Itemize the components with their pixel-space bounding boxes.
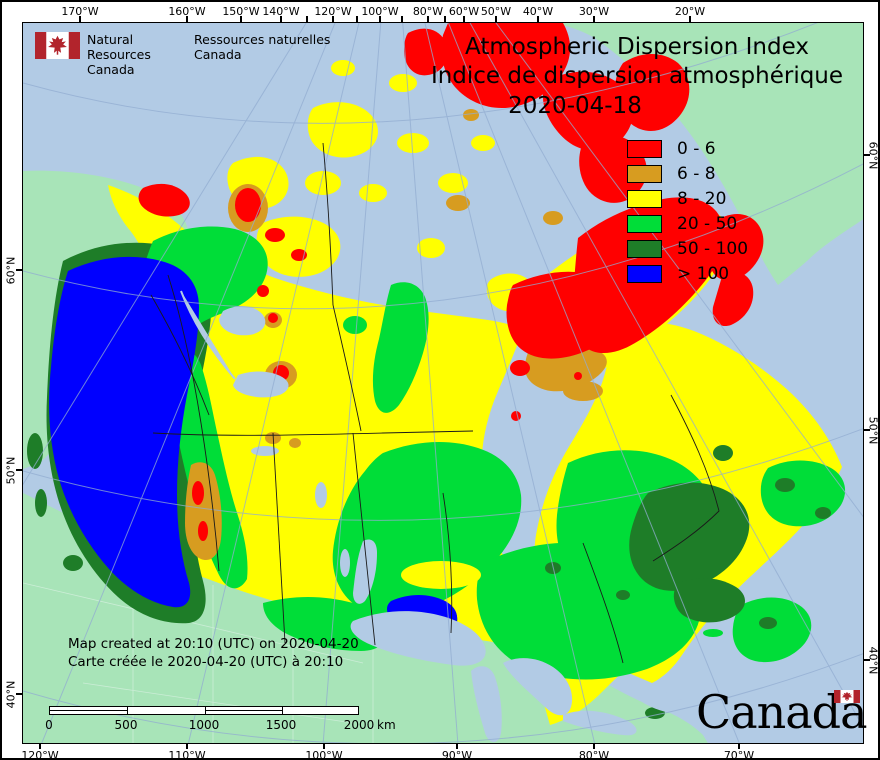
- scale-unit: km: [377, 718, 396, 732]
- legend-item: 20 - 50: [627, 211, 748, 236]
- created-en: Map created at 20:10 (UTC) on 2020-04-20: [68, 636, 359, 652]
- scale-bar: [49, 706, 359, 715]
- lon-label: 50°W: [480, 5, 512, 18]
- lon-label: 160°W: [168, 5, 206, 18]
- lon-label: 120°W: [314, 5, 352, 18]
- legend-label: 6 - 8: [677, 163, 716, 184]
- legend-swatch-over-100: [627, 264, 662, 283]
- nrcan-fr-line2: Canada: [194, 47, 242, 62]
- lon-label: 170°W: [61, 5, 99, 18]
- lon-label: 70°W: [723, 749, 755, 760]
- map-created-note: Map created at 20:10 (UTC) on 2020-04-20…: [68, 635, 359, 671]
- graticule-lines: [23, 23, 863, 743]
- legend-label: 0 - 6: [677, 138, 716, 159]
- lon-label: 100°W: [305, 749, 343, 760]
- province-borders: [150, 142, 720, 664]
- legend-item: 0 - 6: [627, 136, 748, 161]
- legend-item: 6 - 8: [627, 161, 748, 186]
- scale-bar-labels: 0 500 1000 1500 2000 km: [45, 718, 395, 732]
- legend-label: > 100: [677, 263, 730, 284]
- nrcan-en-line2: Canada: [87, 62, 135, 77]
- wordmark-flag-icon: [834, 690, 860, 703]
- map-canvas: [23, 23, 863, 743]
- title-date: 2020-04-18: [508, 93, 642, 119]
- created-fr: Carte créée le 2020-04-20 (UTC) à 20:10: [68, 654, 344, 670]
- legend-item: 50 - 100: [627, 236, 748, 261]
- lon-label: 60°W: [448, 5, 480, 18]
- canada-flag-icon: [35, 32, 80, 59]
- map-frame: [22, 22, 864, 744]
- legend-label: 20 - 50: [677, 213, 738, 234]
- legend-swatch-6-8: [627, 164, 662, 183]
- lon-label: 150°W: [222, 5, 260, 18]
- lon-label: 140°W: [262, 5, 300, 18]
- lon-label: 80°W: [578, 749, 610, 760]
- scale-label: 1500: [265, 718, 297, 732]
- lon-label: 20°W: [674, 5, 706, 18]
- lon-label: 100°W: [361, 5, 399, 18]
- legend-item: 8 - 20: [627, 186, 748, 211]
- canada-wordmark: Canada: [696, 688, 868, 740]
- nrcan-text-en: Natural Resources Canada: [87, 32, 184, 77]
- lon-label: 40°W: [522, 5, 554, 18]
- lon-label: 90°W: [441, 749, 473, 760]
- lon-label: 80°W: [412, 5, 444, 18]
- legend-swatch-20-50: [627, 214, 662, 233]
- lon-label: 110°W: [168, 749, 206, 760]
- lon-label: 120°W: [21, 749, 59, 760]
- title-fr: Indice de dispersion atmosphérique: [430, 63, 844, 89]
- nrcan-text-fr: Ressources naturelles Canada: [194, 32, 334, 77]
- legend-swatch-8-20: [627, 189, 662, 208]
- title-en: Atmospheric Dispersion Index: [465, 34, 809, 60]
- scale-label: 2000: [343, 718, 375, 732]
- scale-label: 500: [114, 718, 138, 732]
- nrcan-logo: Natural Resources Canada Ressources natu…: [35, 32, 334, 77]
- nrcan-en-line1: Natural Resources: [87, 32, 151, 62]
- legend-item: > 100: [627, 261, 748, 286]
- lon-label: 30°W: [578, 5, 610, 18]
- adi-legend: 0 - 6 6 - 8 8 - 20 20 - 50 50 - 100 > 10…: [627, 136, 748, 286]
- scale-label: 0: [45, 718, 53, 732]
- nrcan-fr-line1: Ressources naturelles: [194, 32, 331, 47]
- map-title: Atmospheric Dispersion Index Indice de d…: [392, 33, 878, 91]
- scale-label: 1000: [188, 718, 220, 732]
- legend-swatch-50-100: [627, 239, 662, 258]
- legend-swatch-0-6: [627, 139, 662, 158]
- legend-label: 50 - 100: [677, 238, 749, 259]
- legend-label: 8 - 20: [677, 188, 727, 209]
